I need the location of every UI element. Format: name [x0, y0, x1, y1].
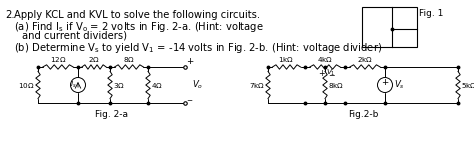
Text: 4k$\Omega$: 4k$\Omega$ — [317, 54, 333, 64]
Text: $V_1$: $V_1$ — [326, 68, 336, 78]
Text: 2.: 2. — [5, 10, 15, 20]
Text: +: + — [318, 69, 324, 78]
Text: 4$\Omega$: 4$\Omega$ — [151, 81, 163, 89]
Text: $I_s$: $I_s$ — [70, 79, 77, 90]
Text: 3$\Omega$: 3$\Omega$ — [113, 81, 125, 89]
Text: $V_s$: $V_s$ — [394, 79, 405, 91]
Text: 12$\Omega$: 12$\Omega$ — [50, 54, 66, 64]
Bar — [362, 7, 417, 47]
Text: Fig. 2-a: Fig. 2-a — [95, 110, 128, 119]
Text: 2$\Omega$: 2$\Omega$ — [88, 54, 100, 64]
Text: $-$: $-$ — [328, 69, 336, 78]
Circle shape — [377, 78, 392, 93]
Text: $V_o$: $V_o$ — [192, 79, 203, 91]
Text: (a) Find $\mathregular{I_s}$ if $\mathregular{V_o}$ = 2 volts in Fig. 2-a. (Hint: (a) Find $\mathregular{I_s}$ if $\mathre… — [14, 20, 264, 34]
Circle shape — [71, 78, 85, 93]
Text: (b) Determine $\mathregular{V_s}$ to yield $\mathregular{V_1}$ = -14 volts in Fi: (b) Determine $\mathregular{V_s}$ to yie… — [14, 41, 383, 55]
Text: Fig. 1: Fig. 1 — [419, 9, 443, 18]
Text: Apply KCL and KVL to solve the following circuits.: Apply KCL and KVL to solve the following… — [14, 10, 260, 20]
Text: 2k$\Omega$: 2k$\Omega$ — [357, 54, 373, 64]
Text: 10$\Omega$: 10$\Omega$ — [18, 81, 35, 89]
Text: $-$: $-$ — [186, 96, 194, 102]
Text: 5k$\Omega$: 5k$\Omega$ — [461, 81, 474, 89]
Text: 7k$\Omega$: 7k$\Omega$ — [249, 81, 265, 89]
Text: and current dividers): and current dividers) — [22, 30, 127, 40]
Text: +: + — [186, 57, 194, 66]
Text: 8k$\Omega$: 8k$\Omega$ — [328, 81, 344, 89]
Text: 8$\Omega$: 8$\Omega$ — [123, 54, 135, 64]
Text: Fig.2-b: Fig.2-b — [348, 110, 378, 119]
Text: 1k$\Omega$: 1k$\Omega$ — [278, 54, 294, 64]
Text: +: + — [382, 78, 389, 87]
